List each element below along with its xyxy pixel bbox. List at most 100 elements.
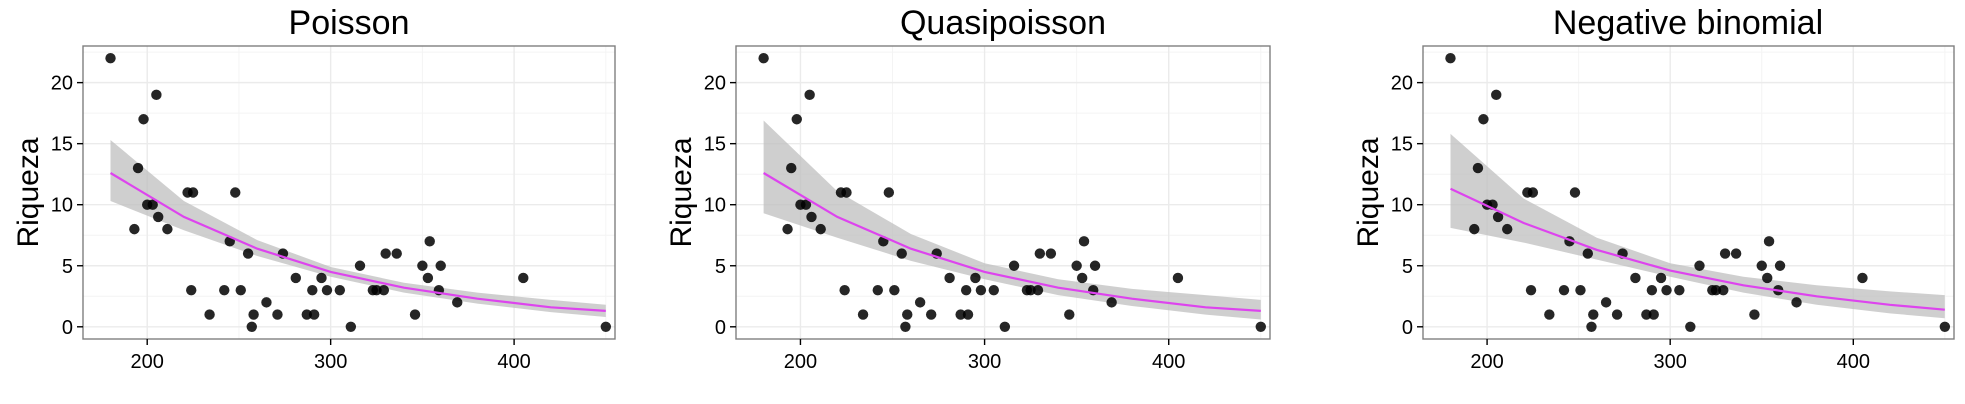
data-point — [1106, 297, 1117, 308]
confidence-ribbon — [763, 120, 1261, 320]
data-point — [970, 272, 981, 284]
data-point — [1756, 260, 1767, 271]
data-point — [417, 260, 428, 271]
data-point — [999, 321, 1011, 332]
data-point — [902, 309, 913, 320]
data-point — [151, 89, 162, 101]
data-point — [841, 187, 852, 198]
data-point — [1646, 284, 1658, 296]
data-point — [804, 89, 815, 101]
data-point — [883, 187, 895, 198]
data-point — [1575, 284, 1586, 296]
data-point — [758, 53, 769, 64]
x-tick-label: 300 — [314, 351, 347, 373]
y-tick-label: 10 — [1391, 195, 1413, 217]
data-point — [1172, 272, 1184, 284]
x-tick-label: 300 — [1654, 351, 1687, 373]
data-point — [1491, 89, 1502, 101]
data-point — [1558, 284, 1570, 296]
y-tick-label: 15 — [51, 134, 73, 156]
data-point — [246, 321, 257, 332]
data-point — [242, 248, 254, 259]
data-point — [1502, 223, 1513, 235]
x-tick-label: 400 — [497, 351, 530, 373]
data-point — [1588, 309, 1599, 320]
data-point — [272, 309, 283, 320]
panel-border — [82, 45, 616, 340]
data-point — [975, 284, 987, 296]
y-tick-label: 20 — [1391, 73, 1413, 95]
y-tick-label: 15 — [1391, 134, 1413, 156]
y-tick-label: 0 — [62, 317, 73, 339]
data-point — [435, 260, 446, 271]
data-point — [452, 297, 463, 308]
data-point — [800, 199, 812, 210]
data-point — [1674, 284, 1685, 296]
data-point — [1089, 260, 1101, 271]
data-point — [1544, 309, 1555, 320]
data-point — [301, 309, 313, 320]
data-point — [1076, 272, 1088, 284]
data-point — [105, 53, 116, 64]
fit-line — [763, 172, 1261, 312]
data-point — [782, 223, 793, 235]
data-point — [308, 309, 320, 320]
y-tick-label: 10 — [51, 195, 73, 217]
data-point — [1774, 260, 1786, 271]
y-tick-label: 20 — [51, 73, 73, 95]
data-point — [1719, 248, 1731, 259]
data-point — [1527, 187, 1539, 198]
data-point — [1648, 309, 1659, 320]
data-point — [1763, 236, 1775, 247]
data-point — [422, 272, 434, 284]
data-point — [261, 297, 272, 308]
y-tick-label: 5 — [715, 256, 726, 278]
data-point — [345, 321, 357, 332]
data-point — [1611, 309, 1623, 320]
data-point — [1586, 321, 1597, 332]
y-tick-label: 0 — [715, 317, 726, 339]
data-point — [889, 284, 900, 296]
x-tick-label: 200 — [784, 351, 817, 373]
data-point — [334, 284, 346, 296]
data-point — [230, 187, 241, 198]
data-point — [1730, 248, 1742, 259]
data-point — [1071, 260, 1082, 271]
panel-2: 200 300 400 0 5 10 15 20 Quasipoisson Riqueza — [665, 4, 1271, 373]
data-point — [786, 162, 797, 174]
data-point — [1791, 297, 1802, 308]
panel-title: Negative binomial — [1553, 4, 1823, 42]
data-point — [1525, 284, 1537, 296]
data-point — [248, 309, 259, 320]
data-point — [1857, 272, 1868, 284]
data-point — [1685, 321, 1696, 332]
data-point — [354, 260, 366, 271]
data-point — [896, 248, 907, 259]
data-point — [1478, 114, 1489, 125]
panel-border — [1422, 45, 1955, 340]
y-tick-label: 5 — [1402, 256, 1413, 278]
data-point — [1661, 284, 1672, 296]
data-point — [1569, 187, 1581, 198]
data-point — [129, 223, 140, 235]
panel-title: Quasipoisson — [900, 4, 1106, 42]
panel-1: 200 300 400 0 5 10 15 20 Poisson Riqueza — [12, 4, 616, 373]
data-point — [1472, 162, 1484, 174]
data-point — [988, 284, 999, 296]
data-point — [1492, 211, 1504, 223]
data-point — [1008, 260, 1020, 271]
y-tick-label: 10 — [704, 195, 726, 217]
x-tick-label: 400 — [1837, 351, 1870, 373]
data-point — [914, 297, 926, 308]
data-point — [1034, 248, 1046, 259]
data-point — [290, 272, 301, 284]
data-point — [1445, 53, 1456, 64]
data-point — [316, 272, 327, 284]
data-point — [187, 187, 199, 198]
confidence-ribbon — [1450, 133, 1945, 319]
data-point — [806, 211, 817, 223]
data-point — [378, 284, 390, 296]
data-point — [162, 223, 173, 235]
data-point — [600, 321, 612, 332]
